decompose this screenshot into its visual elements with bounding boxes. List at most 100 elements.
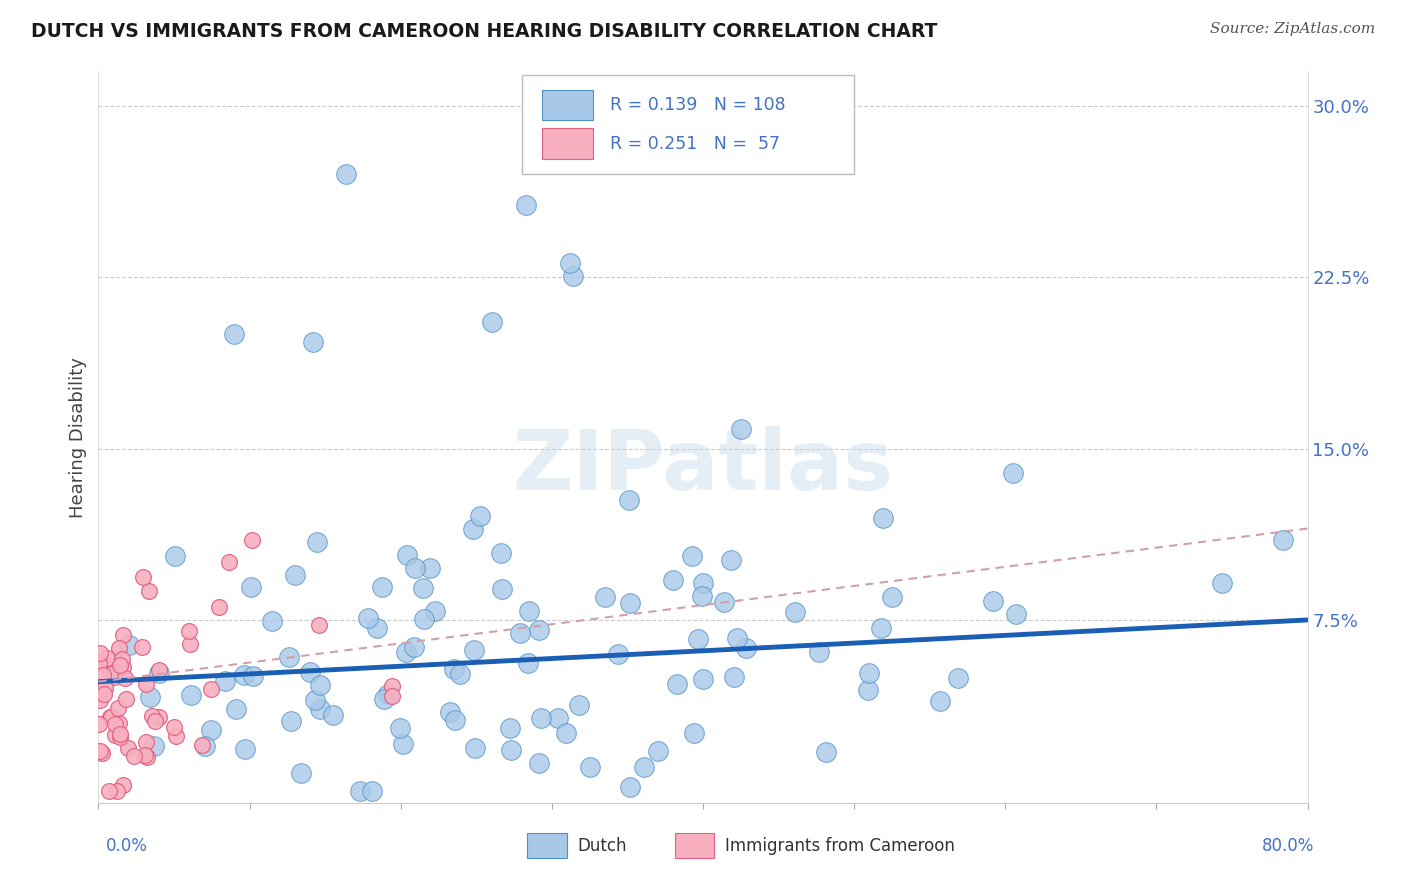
Point (720, 553, 742, 567)
Point (98, 710, 121, 724)
Point (1211, 576, 1233, 591)
Point (242, 669, 264, 683)
Point (104, 728, 127, 742)
Point (661, 573, 683, 587)
Point (392, 737, 415, 751)
Point (180, 688, 202, 702)
Text: R = 0.139   N = 108: R = 0.139 N = 108 (610, 96, 786, 114)
Point (89, 682, 111, 697)
Point (405, 560, 427, 574)
Point (692, 672, 714, 686)
Point (179, 637, 201, 651)
Point (284, 568, 307, 582)
Point (139, 690, 162, 704)
Point (683, 726, 706, 740)
Point (194, 739, 217, 753)
Point (143, 714, 166, 728)
Point (593, 590, 616, 604)
Point (108, 716, 131, 731)
Point (515, 198, 537, 212)
Point (89, 693, 111, 707)
Point (111, 659, 134, 673)
Point (412, 581, 434, 595)
Point (96, 650, 118, 665)
Point (981, 594, 1004, 608)
Point (218, 555, 240, 569)
Point (491, 582, 513, 596)
Point (233, 742, 256, 756)
Point (307, 535, 329, 549)
Point (361, 784, 384, 798)
Point (647, 744, 669, 758)
Point (87, 717, 110, 731)
Text: 80.0%: 80.0% (1263, 837, 1315, 855)
Point (858, 666, 880, 681)
Point (517, 656, 540, 670)
Point (404, 640, 426, 654)
Point (527, 623, 550, 637)
Point (373, 691, 395, 706)
Point (928, 694, 950, 708)
Point (308, 618, 330, 632)
Point (200, 682, 222, 697)
Point (530, 711, 553, 725)
Point (118, 638, 141, 652)
Point (322, 707, 344, 722)
Text: R = 0.251   N =  57: R = 0.251 N = 57 (610, 135, 780, 153)
Point (105, 784, 128, 798)
Point (222, 327, 245, 342)
Point (111, 627, 134, 641)
Point (730, 422, 752, 436)
Point (356, 611, 378, 625)
Point (501, 743, 523, 757)
Point (470, 508, 492, 523)
Point (419, 560, 441, 574)
Point (240, 533, 263, 547)
Text: Immigrants from Cameroon: Immigrants from Cameroon (725, 837, 955, 855)
Point (444, 714, 467, 728)
Point (112, 778, 135, 792)
Point (214, 673, 236, 688)
FancyBboxPatch shape (543, 89, 593, 120)
Point (148, 663, 170, 677)
Point (366, 622, 388, 636)
Point (619, 780, 641, 795)
Point (117, 741, 139, 756)
Point (108, 727, 131, 741)
Point (723, 670, 745, 684)
Point (449, 666, 471, 681)
FancyBboxPatch shape (527, 833, 567, 858)
Point (692, 576, 714, 591)
Point (89, 744, 111, 758)
Point (278, 649, 301, 664)
Point (690, 589, 713, 603)
Point (349, 784, 371, 798)
Point (1005, 607, 1028, 622)
Point (302, 334, 325, 349)
Point (304, 693, 326, 707)
Point (163, 720, 186, 734)
Point (882, 590, 904, 604)
Point (200, 723, 222, 737)
Point (783, 605, 806, 619)
Point (619, 596, 641, 610)
Point (240, 580, 263, 594)
Point (377, 687, 399, 701)
Point (619, 492, 641, 507)
Point (381, 679, 404, 693)
Text: Dutch: Dutch (578, 837, 627, 855)
Point (560, 256, 582, 270)
Point (554, 725, 576, 739)
Point (232, 667, 254, 681)
Point (335, 167, 357, 181)
Point (94, 681, 117, 695)
Point (547, 711, 569, 725)
Point (136, 749, 159, 764)
Point (814, 745, 837, 759)
Point (134, 735, 156, 749)
Point (179, 624, 201, 638)
Point (1002, 466, 1025, 480)
Point (735, 640, 758, 655)
Point (148, 710, 170, 724)
Point (562, 268, 585, 283)
